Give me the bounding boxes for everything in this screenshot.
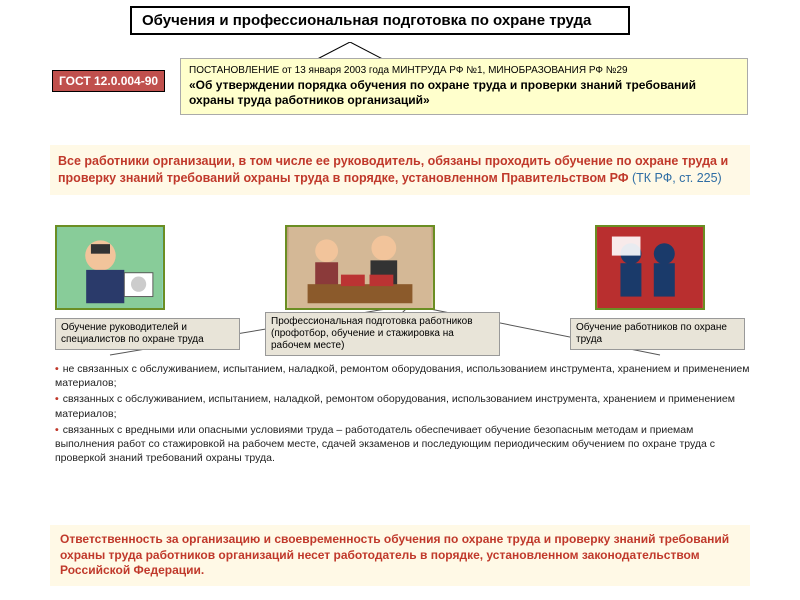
page-title: Обучения и профессиональная подготовка п… [130,6,630,35]
responsibility-statement: Ответственность за организацию и своевре… [50,525,750,586]
illustration-training [285,225,435,310]
category-label-managers: Обучение руководителей и специалистов по… [55,318,240,350]
category-label-professional: Профессиональная подготовка работников (… [265,312,500,356]
bullet-list: •не связанных с обслуживанием, испытание… [55,362,750,467]
bullet-text: не связанных с обслуживанием, испытанием… [55,363,749,389]
decree-title: «Об утверждении порядка обучения по охра… [189,78,739,108]
images-row [55,225,750,315]
bullet-item: •связанных с вредными или опасными услов… [55,423,750,466]
bullet-item: •связанных с обслуживанием, испытанием, … [55,392,750,420]
decree-box: ПОСТАНОВЛЕНИЕ от 13 января 2003 года МИН… [180,58,748,115]
main-statement: Все работники организации, в том числе е… [50,145,750,195]
category-label-workers: Обучение работников по охране труда [570,318,745,350]
bullet-text: связанных с вредными или опасными услови… [55,424,715,464]
main-statement-ref: (ТК РФ, ст. 225) [632,171,722,185]
illustration-manager [55,225,165,310]
decree-header: ПОСТАНОВЛЕНИЕ от 13 января 2003 года МИН… [189,65,739,76]
main-statement-text: Все работники организации, в том числе е… [58,154,728,185]
gost-badge: ГОСТ 12.0.004-90 [52,70,165,92]
bullet-item: •не связанных с обслуживанием, испытание… [55,362,750,390]
bullet-text: связанных с обслуживанием, испытанием, н… [55,393,735,419]
illustration-workers [595,225,705,310]
